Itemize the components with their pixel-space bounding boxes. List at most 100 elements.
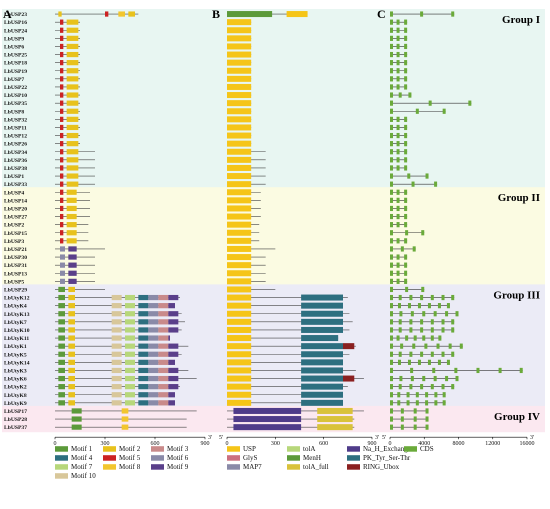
cds-box	[404, 35, 408, 41]
motif-box	[158, 351, 169, 357]
axisA-tick-label: 0	[54, 441, 57, 447]
gene-name: LbUtyK2	[4, 385, 27, 391]
cds-box	[396, 132, 400, 139]
gene-name: LbUtyK3	[4, 368, 27, 374]
cds-box	[405, 230, 409, 236]
motif-box	[66, 141, 79, 147]
domain-box	[227, 27, 252, 34]
cds-box	[396, 254, 400, 260]
motif-box	[60, 270, 65, 276]
domain-box	[317, 416, 353, 423]
labels: A B C Group I Group II Group III Group IV	[3, 7, 540, 423]
motif-box	[58, 367, 65, 374]
motif-box	[125, 335, 135, 341]
domain-box	[227, 205, 252, 212]
motif-box	[138, 319, 149, 325]
motif-box	[68, 319, 75, 325]
domain-box	[301, 351, 343, 358]
cds-box	[404, 141, 408, 147]
cds-box	[446, 303, 450, 309]
legendA-swatch	[151, 464, 164, 470]
axisC-tick-label: 0	[389, 441, 392, 447]
gene-name: LbUSP25	[4, 53, 27, 59]
motif-box	[66, 116, 79, 122]
cds-box	[390, 68, 393, 74]
cds-box	[519, 367, 523, 374]
axisB-tick-label: 0	[226, 441, 229, 447]
cds-box	[409, 351, 413, 357]
motif-box	[138, 375, 149, 382]
motif-box	[60, 173, 64, 179]
cds-box	[396, 35, 400, 41]
motif-box	[148, 351, 159, 357]
cds-box	[442, 400, 446, 406]
motif-box	[58, 343, 65, 349]
cds-box	[396, 189, 400, 195]
cds-box	[422, 335, 426, 341]
gene-name: LbUSP32	[4, 117, 27, 123]
domain-box	[301, 326, 343, 333]
cds-box	[434, 181, 438, 187]
cds-box	[390, 384, 393, 390]
legendB-label: MenH	[303, 454, 321, 462]
motif-box	[68, 311, 75, 317]
legendA-label: Motif 7	[71, 463, 93, 471]
axisC-tick-label: 16000	[520, 441, 535, 447]
axisC-tick-label: 12000	[485, 441, 500, 447]
gene-name: LbUtyK1	[4, 344, 27, 350]
motif-box	[68, 392, 75, 398]
cds-box	[397, 303, 401, 309]
legendB-label: USP	[243, 445, 256, 453]
domain-box	[227, 359, 252, 366]
motif-box	[58, 384, 65, 390]
domain-box	[286, 11, 308, 18]
cds-box	[420, 294, 424, 301]
motif-box	[60, 238, 64, 244]
domain-box	[227, 229, 252, 236]
motif-box	[168, 311, 179, 317]
domain-box	[301, 343, 343, 350]
motif-box	[66, 100, 79, 106]
cds-box	[390, 149, 393, 155]
motif-box	[66, 35, 79, 41]
axisC-start-label: 5'	[382, 435, 386, 441]
domain-box	[301, 294, 343, 301]
legendB-swatch	[287, 455, 300, 461]
cds-box	[404, 270, 408, 276]
cds-box	[417, 359, 421, 365]
motif-box	[66, 132, 79, 139]
cds-box	[425, 424, 429, 430]
cds-box	[396, 124, 400, 131]
motif-box	[66, 173, 79, 179]
axisC-tick-label: 4000	[418, 441, 430, 447]
legendB-swatch	[287, 464, 300, 470]
cds-box	[396, 141, 400, 147]
motif-box	[125, 392, 135, 398]
motif-box	[168, 351, 179, 357]
gene-name: LbUSP13	[4, 271, 27, 277]
motif-box	[168, 359, 175, 365]
cds-box	[398, 384, 402, 390]
cds-box	[428, 100, 432, 106]
motif-box	[68, 254, 77, 260]
motif-box	[148, 327, 159, 333]
cds-box	[390, 60, 393, 66]
axisB-end-label: 3'	[375, 435, 379, 441]
group-backgrounds	[2, 9, 545, 433]
cds-box	[411, 181, 415, 187]
motif-box	[60, 213, 64, 220]
domain-box	[301, 318, 343, 325]
domain-box	[227, 294, 252, 301]
motif-box	[68, 278, 77, 284]
cds-box	[455, 311, 459, 317]
cds-box	[433, 375, 437, 382]
cds-box	[396, 213, 400, 220]
cds-box	[400, 246, 404, 252]
motif-box	[68, 246, 77, 252]
cds-box	[407, 359, 411, 365]
motif-box	[125, 375, 135, 382]
motif-box	[60, 254, 65, 260]
legendA-swatch	[103, 455, 116, 461]
domain-box	[227, 262, 252, 269]
axisA-tick-label: 900	[201, 441, 210, 447]
